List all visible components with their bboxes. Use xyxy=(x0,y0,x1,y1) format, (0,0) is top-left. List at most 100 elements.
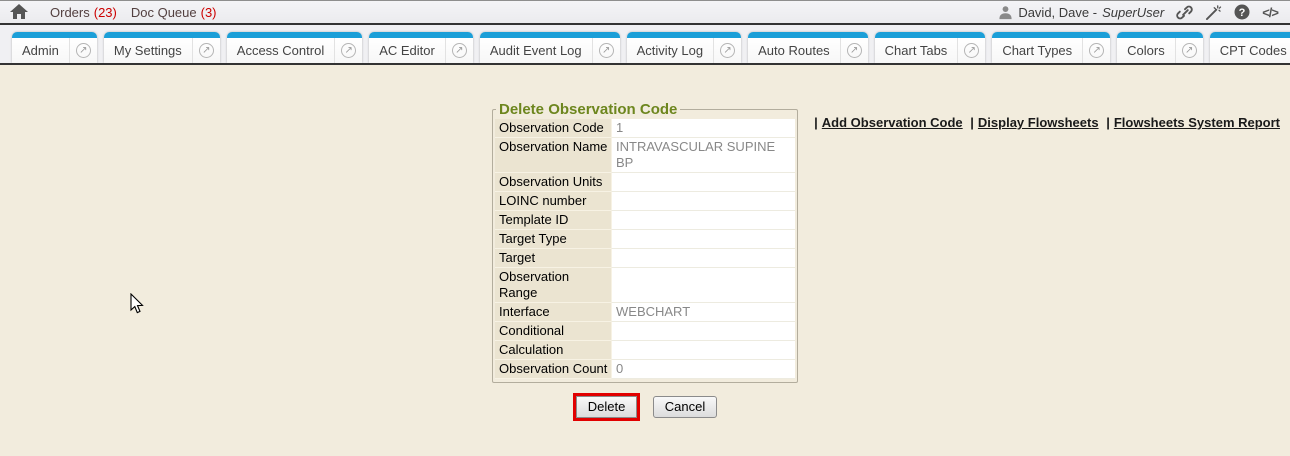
table-row: Observation Code 1 xyxy=(495,119,795,138)
field-label-template-id: Template ID xyxy=(495,211,611,230)
tab-chart-types[interactable]: Chart Types ↗ xyxy=(992,32,1111,63)
main-content: | Add Observation Code | Display Flowsheet… xyxy=(0,101,1290,456)
table-row: Observation Name INTRAVASCULAR SUPINE BP xyxy=(495,138,795,173)
table-row: Observation Range xyxy=(495,268,795,303)
tab-popout-button[interactable]: ↗ xyxy=(591,38,620,63)
quick-actions-button[interactable] xyxy=(1205,4,1222,20)
tab-popout-button[interactable]: ↗ xyxy=(713,38,741,63)
field-label-target: Target xyxy=(495,249,611,268)
field-value-calculation xyxy=(611,341,795,360)
field-label-observation-code: Observation Code xyxy=(495,119,611,138)
home-icon xyxy=(10,4,28,19)
field-value-interface: WEBCHART xyxy=(611,303,795,322)
tab-my-settings[interactable]: My Settings ↗ xyxy=(103,32,220,63)
cancel-button[interactable]: Cancel xyxy=(652,396,718,418)
wand-icon xyxy=(1206,4,1222,20)
tab-activity-log[interactable]: Activity Log ↗ xyxy=(626,32,742,63)
open-in-new-icon: ↗ xyxy=(720,43,736,58)
link-icon xyxy=(1176,5,1193,19)
top-header-bar: Orders (23) Doc Queue (3) David, Dave - … xyxy=(0,0,1290,25)
user-name: David, Dave - xyxy=(1018,4,1098,20)
tab-popout-button[interactable]: ↗ xyxy=(1174,38,1203,63)
tab-label: Access Control xyxy=(236,43,325,58)
help-button[interactable]: ? xyxy=(1234,4,1250,20)
field-label-interface: Interface xyxy=(495,303,611,322)
tab-popout-button[interactable]: ↗ xyxy=(334,38,362,63)
tab-auto-routes[interactable]: Auto Routes ↗ xyxy=(748,32,868,63)
tab-label: Admin xyxy=(22,43,59,58)
open-in-new-icon: ↗ xyxy=(198,43,214,58)
tab-popout-button[interactable]: ↗ xyxy=(68,38,97,63)
orders-label: Orders xyxy=(50,4,90,20)
open-in-new-icon: ↗ xyxy=(341,43,357,58)
table-row: Target Type xyxy=(495,230,795,249)
open-in-new-icon: ↗ xyxy=(1181,43,1197,58)
doc-queue-label: Doc Queue xyxy=(130,4,197,20)
highlight-annotation-box: Delete xyxy=(572,393,641,421)
user-icon xyxy=(999,5,1012,19)
tab-cpt-codes[interactable]: CPT Codes ↗ xyxy=(1209,32,1290,63)
field-label-observation-count: Observation Count xyxy=(495,360,611,379)
tab-ac-editor[interactable]: AC Editor ↗ xyxy=(369,32,473,63)
tab-label: Chart Types xyxy=(1002,43,1073,58)
open-in-new-icon: ↗ xyxy=(964,43,980,58)
home-button[interactable] xyxy=(10,4,28,20)
tab-popout-button[interactable]: ↗ xyxy=(444,38,473,63)
mouse-cursor xyxy=(130,293,144,314)
dev-tools-button[interactable]: </> xyxy=(1262,4,1279,20)
field-value-conditional xyxy=(611,322,795,341)
table-row: LOINC number xyxy=(495,192,795,211)
field-label-conditional: Conditional xyxy=(495,322,611,341)
panel-title: Delete Observation Code xyxy=(499,101,678,118)
field-value-observation-units xyxy=(611,173,795,192)
field-label-loinc-number: LOINC number xyxy=(495,192,611,211)
tab-label: Auto Routes xyxy=(758,43,830,58)
link-separator: | xyxy=(1106,115,1110,130)
menu-item-orders[interactable]: Orders (23) xyxy=(50,5,117,20)
tab-label: My Settings xyxy=(113,43,182,58)
tab-label: CPT Codes xyxy=(1219,43,1287,58)
code-icon: </> xyxy=(1262,4,1279,20)
field-value-observation-range xyxy=(611,268,795,303)
user-role: SuperUser xyxy=(1102,4,1165,20)
field-label-observation-units: Observation Units xyxy=(495,173,611,192)
tab-audit-event-log[interactable]: Audit Event Log ↗ xyxy=(479,32,620,63)
field-value-loinc-number xyxy=(611,192,795,211)
delete-button[interactable]: Delete xyxy=(575,396,638,418)
menu-item-doc-queue[interactable]: Doc Queue (3) xyxy=(131,5,217,20)
field-value-observation-name: INTRAVASCULAR SUPINE BP xyxy=(611,138,795,173)
field-label-target-type: Target Type xyxy=(495,230,611,249)
table-row: Target xyxy=(495,249,795,268)
tab-access-control[interactable]: Access Control ↗ xyxy=(226,32,363,63)
admin-tab-bar: Admin ↗ My Settings ↗ Access Control ↗ A… xyxy=(0,25,1290,65)
field-value-template-id xyxy=(611,211,795,230)
user-menu[interactable]: David, Dave - SuperUser xyxy=(998,5,1164,20)
field-value-observation-count: 0 xyxy=(611,360,795,379)
tab-chart-tabs[interactable]: Chart Tabs ↗ xyxy=(874,32,986,63)
link-separator: | xyxy=(814,115,818,130)
tab-label: Activity Log xyxy=(636,43,704,58)
orders-count: (23) xyxy=(93,4,117,20)
open-in-new-icon: ↗ xyxy=(1089,43,1105,58)
field-value-target-type xyxy=(611,230,795,249)
form-buttons: Delete Cancel xyxy=(0,393,1290,421)
link-separator: | xyxy=(970,115,974,130)
help-icon: ? xyxy=(1234,4,1250,20)
tab-popout-button[interactable]: ↗ xyxy=(839,38,868,63)
svg-text:?: ? xyxy=(1239,7,1246,19)
table-row: Interface WEBCHART xyxy=(495,303,795,322)
tab-label: Colors xyxy=(1127,43,1165,58)
tab-admin[interactable]: Admin ↗ xyxy=(12,32,97,63)
tab-popout-button[interactable]: ↗ xyxy=(957,38,985,63)
link-flowsheets-system-report[interactable]: Flowsheets System Report xyxy=(1113,115,1280,130)
field-value-observation-code: 1 xyxy=(611,119,795,138)
field-label-observation-range: Observation Range xyxy=(495,268,611,303)
delete-observation-code-panel: Delete Observation Code Observation Code… xyxy=(492,101,798,383)
tab-label: AC Editor xyxy=(379,43,435,58)
tab-popout-button[interactable]: ↗ xyxy=(191,38,220,63)
share-link-button[interactable] xyxy=(1176,5,1193,20)
link-display-flowsheets[interactable]: Display Flowsheets xyxy=(977,115,1099,130)
link-add-observation-code[interactable]: Add Observation Code xyxy=(821,115,963,130)
tab-colors[interactable]: Colors ↗ xyxy=(1117,32,1203,63)
tab-popout-button[interactable]: ↗ xyxy=(1082,38,1110,63)
